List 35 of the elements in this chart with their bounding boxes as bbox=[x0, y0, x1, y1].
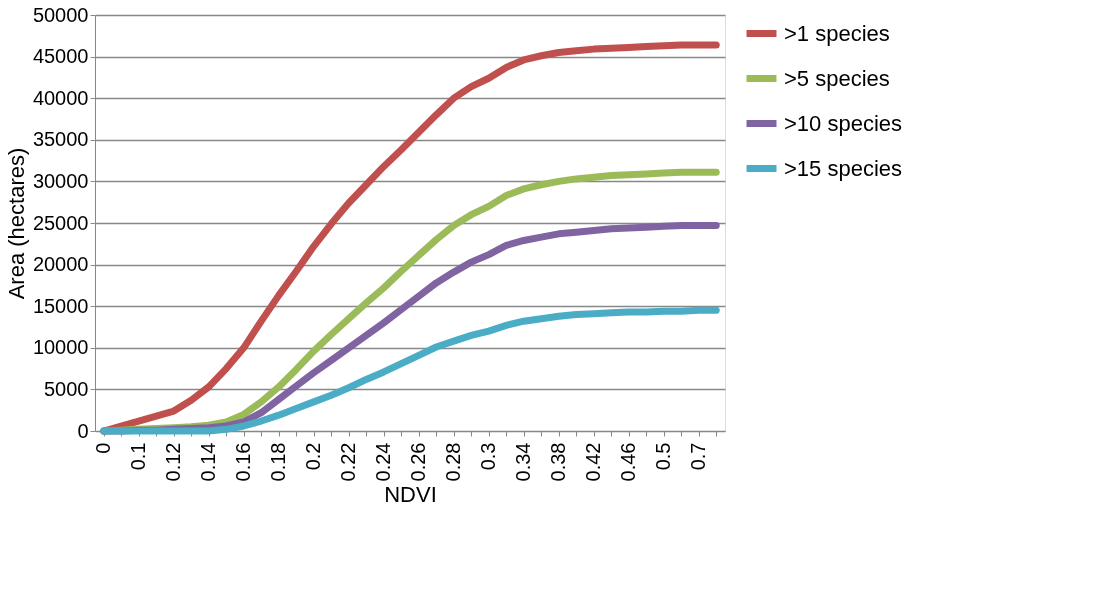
legend-label: >1 species bbox=[784, 20, 890, 46]
x-tick-label: 0.14 bbox=[197, 442, 220, 482]
legend-label: >10 species bbox=[784, 110, 903, 136]
x-tick-label: 0.26 bbox=[407, 442, 430, 482]
y-tick-label: 50000 bbox=[32, 3, 89, 26]
x-axis-title: NDVI bbox=[384, 482, 437, 508]
x-tick-label: 0 bbox=[92, 442, 115, 454]
y-tick-label: 5000 bbox=[44, 377, 89, 400]
x-tick-label: 0.12 bbox=[162, 442, 185, 482]
x-tick-label: 0.3 bbox=[477, 442, 500, 471]
y-tick-label: 15000 bbox=[32, 294, 89, 317]
x-tick-label: 0.24 bbox=[372, 442, 395, 482]
x-tick-label: 0.22 bbox=[337, 442, 360, 482]
y-tick-label: 35000 bbox=[32, 128, 89, 151]
x-tick-label: 0.2 bbox=[302, 442, 325, 471]
y-tick-label: 40000 bbox=[32, 86, 89, 109]
x-tick-label: 0.46 bbox=[617, 442, 640, 482]
x-tick-label: 0.7 bbox=[687, 442, 710, 471]
x-tick-label: 0.28 bbox=[442, 442, 465, 482]
x-tick-label: 0.1 bbox=[127, 442, 150, 471]
legend-label: >15 species bbox=[784, 155, 903, 181]
legend-label: >5 species bbox=[784, 65, 890, 91]
y-tick-label: 0 bbox=[77, 419, 89, 442]
x-tick-label: 0.5 bbox=[652, 442, 675, 471]
x-tick-label: 0.42 bbox=[582, 442, 605, 482]
x-tick-label: 0.16 bbox=[232, 442, 255, 482]
y-tick-label: 20000 bbox=[32, 253, 89, 276]
y-tick-label: 25000 bbox=[32, 211, 89, 234]
x-tick-label: 0.34 bbox=[512, 442, 535, 482]
y-tick-label: 45000 bbox=[32, 45, 89, 68]
x-tick-label: 0.18 bbox=[267, 442, 290, 482]
y-tick-label: 10000 bbox=[32, 336, 89, 359]
x-tick-label: 0.38 bbox=[547, 442, 570, 482]
y-axis-title: Area (hectares) bbox=[3, 147, 29, 300]
y-tick-label: 30000 bbox=[32, 169, 89, 192]
